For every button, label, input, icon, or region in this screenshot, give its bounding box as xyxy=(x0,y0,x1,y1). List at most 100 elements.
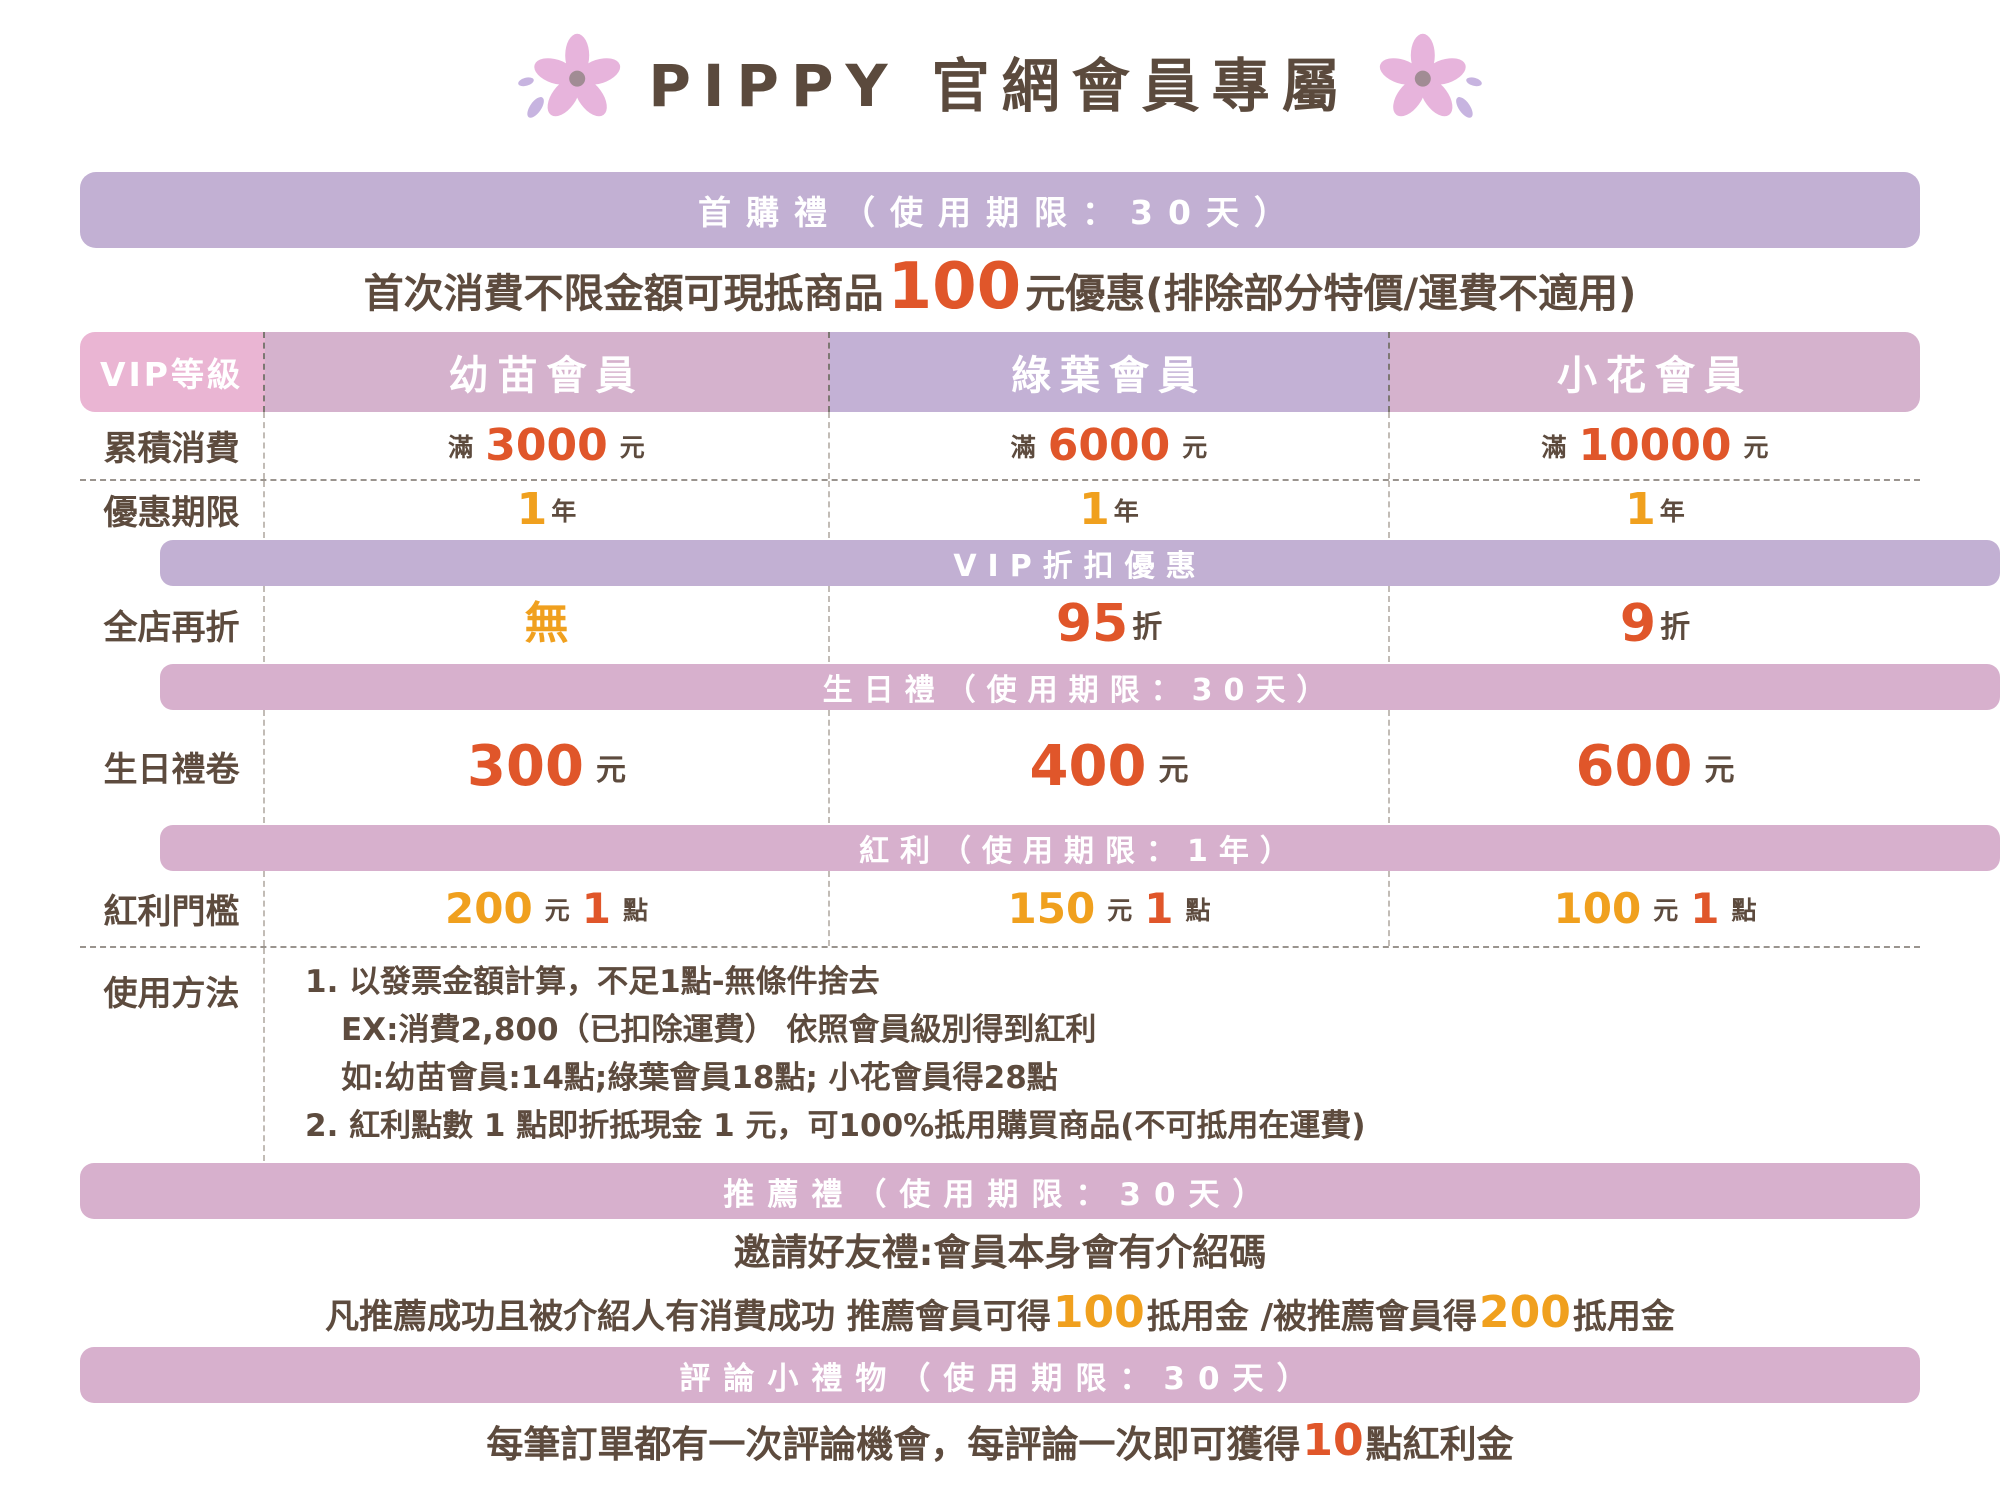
cell-points-unit: 點 xyxy=(1185,895,1211,925)
review-reward-line: 每筆訂單都有一次評論機會，每評論一次即可獲得 10 點紅利金 xyxy=(80,1415,1920,1467)
cell-unit: 元 xyxy=(595,752,626,788)
row-label: 全店再折 xyxy=(80,586,265,662)
cell-unit: 年 xyxy=(1113,496,1139,526)
banner-referral-gift: 推薦禮（使用期限：30天） xyxy=(80,1163,1920,1219)
cell-value: 200 xyxy=(445,883,533,933)
cell-leaf-birthday: 400 元 xyxy=(830,710,1390,823)
review-points-amount: 10 xyxy=(1302,1415,1364,1466)
cell-unit: 元 xyxy=(619,432,645,462)
header-small-flower-member: 小花會員 xyxy=(1390,332,1920,412)
cell-unit: 元 xyxy=(1182,432,1208,462)
referred-credit-amount: 200 xyxy=(1479,1287,1571,1338)
cell-unit: 年 xyxy=(1659,496,1685,526)
banner-review-gift: 評論小禮物（使用期限：30天） xyxy=(80,1347,1920,1403)
cell-points-value: 1 xyxy=(1690,883,1720,933)
cell-seedling-birthday: 300 元 xyxy=(265,710,830,823)
row-label: 使用方法 xyxy=(80,948,265,1161)
cell-leaf-spend: 滿 6000 元 xyxy=(830,412,1390,479)
cell-flower-period: 1 年 xyxy=(1390,481,1920,538)
cell-unit: 元 xyxy=(1107,895,1133,925)
cell-points-unit: 點 xyxy=(1731,895,1757,925)
flower-icon xyxy=(1378,29,1482,133)
row-usage-method: 使用方法 1. 以發票金額計算，不足1點-無條件捨去 EX:消費2,800（已扣… xyxy=(80,948,1920,1161)
cell-value: 600 xyxy=(1575,733,1693,799)
header-seedling-member: 幼苗會員 xyxy=(265,332,830,412)
membership-table: VIP等級 幼苗會員 綠葉會員 小花會員 累積消費 滿 3000 元 滿 600… xyxy=(80,332,2000,1161)
cell-seedling-period: 1 年 xyxy=(265,481,830,538)
cell-unit: 元 xyxy=(544,895,570,925)
header-vip-level: VIP等級 xyxy=(80,332,265,412)
cell-points-unit: 點 xyxy=(622,895,648,925)
cell-value: 3000 xyxy=(485,419,608,471)
cell-points-value: 1 xyxy=(581,883,611,933)
cell-value: 10000 xyxy=(1578,419,1732,471)
cell-unit: 折 xyxy=(1660,610,1691,645)
cell-flower-birthday: 600 元 xyxy=(1390,710,1920,823)
cell-unit: 元 xyxy=(1743,432,1769,462)
row-cumulative-spend: 累積消費 滿 3000 元 滿 6000 元 滿 10000 元 xyxy=(80,412,1920,481)
header-green-leaf-member: 綠葉會員 xyxy=(830,332,1390,412)
cell-seedling-spend: 滿 3000 元 xyxy=(265,412,830,479)
usage-line: 2. 紅利點數 1 點即折抵現金 1 元，可100%抵用購買商品(不可抵用在運費… xyxy=(305,1107,1366,1144)
review-text: 點紅利金 xyxy=(1365,1423,1514,1466)
cell-leaf-bonus: 150 元 1 點 xyxy=(830,871,1390,946)
cell-value: 95 xyxy=(1055,594,1129,654)
cell-value: 1 xyxy=(516,483,548,535)
row-benefit-period: 優惠期限 1 年 1 年 1 年 xyxy=(80,481,1920,538)
table-header-row: VIP等級 幼苗會員 綠葉會員 小花會員 xyxy=(80,332,1920,412)
row-label: 紅利門檻 xyxy=(80,871,265,946)
banner-birthday-gift: 生日禮（使用期限：30天） xyxy=(160,664,2000,710)
row-birthday-voucher: 生日禮卷 300 元 400 元 600 元 xyxy=(80,710,1920,823)
cell-points-value: 1 xyxy=(1144,883,1174,933)
note-suffix: 元優惠(排除部分特價/運費不適用) xyxy=(1025,271,1637,317)
row-label: 優惠期限 xyxy=(80,481,265,538)
title-row: PIPPY 官網會員專屬 xyxy=(0,0,2000,140)
row-label: 累積消費 xyxy=(80,412,265,479)
row-store-discount: 全店再折 無 95 折 9 折 xyxy=(80,586,1920,662)
banner-first-purchase-gift: 首購禮（使用期限：30天） xyxy=(80,172,1920,248)
cell-value: 400 xyxy=(1029,733,1147,799)
cell-prefix: 滿 xyxy=(1010,432,1036,462)
row-bonus-threshold: 紅利門檻 200 元 1 點 150 元 1 點 100 元 1 點 xyxy=(80,871,1920,948)
banner-bonus-points: 紅利（使用期限：1年） xyxy=(160,825,2000,871)
referral-text: 抵用金 /被推薦會員得 xyxy=(1146,1296,1478,1337)
referral-credit-amount: 100 xyxy=(1052,1287,1145,1338)
cell-value: 1 xyxy=(1625,483,1656,535)
referral-invite-line: 邀請好友禮:會員本身會有介紹碼 xyxy=(733,1231,1267,1274)
usage-instructions: 1. 以發票金額計算，不足1點-無條件捨去 EX:消費2,800（已扣除運費） … xyxy=(265,948,1920,1161)
cell-prefix: 滿 xyxy=(1541,432,1567,462)
cell-flower-discount: 9 折 xyxy=(1390,586,1920,662)
cell-value: 9 xyxy=(1619,594,1657,654)
cell-flower-bonus: 100 元 1 點 xyxy=(1390,871,1920,946)
cell-value: 1 xyxy=(1079,483,1110,535)
cell-value: 6000 xyxy=(1047,419,1171,471)
cell-unit: 年 xyxy=(551,496,577,526)
cell-unit: 折 xyxy=(1132,610,1163,645)
referral-text: 凡推薦成功且被介紹人有消費成功 推薦會員可得 xyxy=(325,1296,1051,1337)
cell-unit: 元 xyxy=(1704,752,1735,788)
banner-vip-discount: VIP折扣優惠 xyxy=(160,540,2000,586)
cell-value: 無 xyxy=(524,598,569,649)
cell-leaf-period: 1 年 xyxy=(830,481,1390,538)
cell-leaf-discount: 95 折 xyxy=(830,586,1390,662)
cell-flower-spend: 滿 10000 元 xyxy=(1390,412,1920,479)
cell-unit: 元 xyxy=(1158,752,1189,788)
review-text: 每筆訂單都有一次評論機會，每評論一次即可獲得 xyxy=(486,1423,1301,1466)
usage-line: 1. 以發票金額計算，不足1點-無條件捨去 xyxy=(305,964,880,1000)
note-prefix: 首次消費不限金額可現抵商品 xyxy=(363,271,884,317)
cell-seedling-bonus: 200 元 1 點 xyxy=(265,871,830,946)
usage-line: EX:消費2,800（已扣除運費） 依照會員級別得到紅利 xyxy=(341,1011,1097,1048)
flower-icon xyxy=(518,29,622,133)
cell-prefix: 滿 xyxy=(448,432,474,462)
cell-unit: 元 xyxy=(1653,895,1679,925)
page-title: PIPPY 官網會員專屬 xyxy=(648,52,1352,120)
usage-line: 如:幼苗會員:14點;綠葉會員18點; 小花會員得28點 xyxy=(341,1059,1058,1096)
referral-detail-line: 凡推薦成功且被介紹人有消費成功 推薦會員可得 100 抵用金 /被推薦會員得 200 抵… xyxy=(80,1289,1920,1337)
cell-value: 300 xyxy=(467,733,584,799)
note-amount: 100 xyxy=(887,250,1022,324)
referral-text: 抵用金 xyxy=(1572,1296,1675,1337)
row-label: 生日禮卷 xyxy=(80,710,265,823)
cell-value: 100 xyxy=(1553,883,1642,933)
cell-seedling-discount: 無 xyxy=(265,586,830,662)
